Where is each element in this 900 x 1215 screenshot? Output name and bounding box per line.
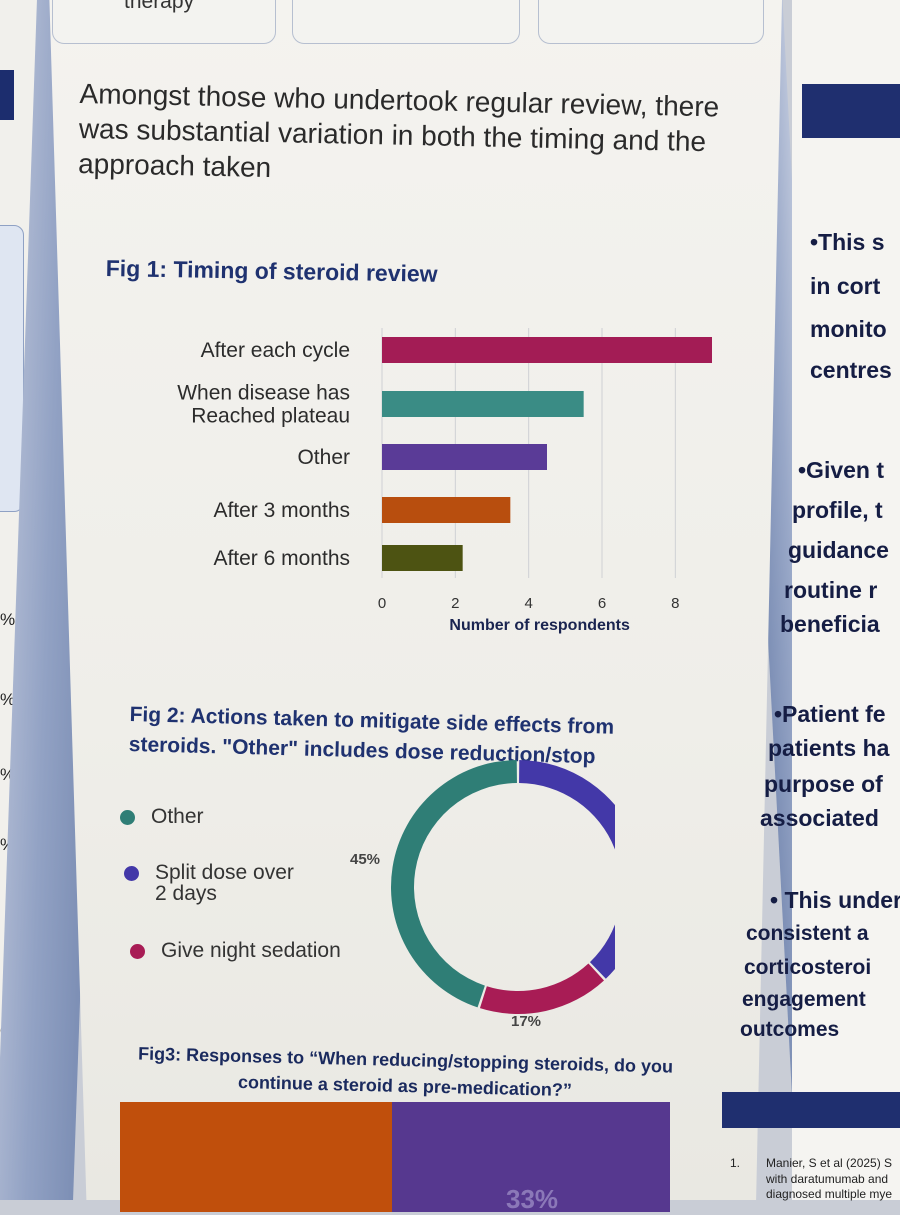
right-text-line: •Given t [798, 457, 885, 483]
fig1-tick-label: 4 [524, 595, 532, 612]
right-text-line: centres [810, 357, 892, 383]
right-text-line: monito [810, 316, 887, 342]
right-footer-band [722, 1092, 900, 1128]
fig1-tick-label: 0 [378, 595, 386, 612]
fig1-category-label: Other [297, 446, 350, 469]
right-text-line: beneficia [780, 611, 880, 637]
fig1-tick-label: 6 [598, 595, 606, 612]
fig1-bar [382, 545, 463, 571]
fig2-donut-slice [390, 760, 517, 1008]
fig2-legend-item: Split dose over 2 days [124, 862, 294, 904]
fig1-bar [382, 337, 712, 363]
right-text-line: • This under [770, 887, 900, 913]
fig1-tick-label: 2 [451, 595, 459, 612]
fig1-bar [382, 391, 584, 417]
fig2-legend-item: Other [120, 806, 204, 827]
fig2-legend-label: Split dose over 2 days [155, 861, 294, 905]
fig1-plot: 0 2 4 6 8 Number of respondents After each cyc… [177, 328, 712, 634]
top-box-3 [538, 0, 764, 44]
right-neighbour-poster: •This s in cort monito centres •Given t … [722, 0, 900, 1201]
fig2-donut-chart: 38%17%45% [350, 760, 615, 1030]
right-text-line: engagement [742, 988, 866, 1011]
right-text-line: profile, t [792, 497, 883, 523]
right-text-line: in cort [810, 273, 881, 299]
fig2-legend-label: Other [151, 805, 204, 828]
fig1-category-label: Reached plateau [191, 405, 350, 428]
left-fragment: % [0, 610, 16, 629]
fig1-x-axis-label: Number of respondents [449, 617, 630, 634]
fig2-value-label: 45% [350, 851, 380, 868]
reference-line: with daratumumab and [766, 1172, 889, 1186]
fig2-legend-dot [124, 866, 139, 881]
fig2-legend-dot [120, 810, 135, 825]
top-tab-label: therapy [124, 0, 195, 13]
right-text-line: patients ha [768, 735, 890, 761]
right-text-line: associated [760, 805, 879, 831]
fig2-donut-slice [479, 963, 605, 1014]
left-header-band [0, 70, 14, 120]
fig1-bar-chart: 0 2 4 6 8 Number of respondents After each cyc… [177, 328, 712, 634]
fig3-segment-purple: 33% [392, 1102, 670, 1214]
right-text-line: •Patient fe [774, 701, 886, 727]
right-text-line: purpose of [764, 771, 883, 797]
fig2-legend-label: Give night sedation [161, 939, 341, 962]
top-box-2 [292, 0, 520, 44]
right-text-line: outcomes [740, 1018, 840, 1041]
fig3-stacked-bar: 33% [120, 1102, 670, 1214]
right-text-line: consistent a [746, 922, 869, 945]
fig3-segment-orange [120, 1102, 392, 1212]
fig1-category-label: After 3 months [213, 499, 350, 522]
headline: Amongst those who undertook regular revi… [77, 77, 720, 184]
fig2-legend-dot [130, 944, 145, 959]
fig1-tick-label: 8 [671, 595, 679, 612]
reference-line: diagnosed multiple mye [766, 1187, 893, 1201]
fig1-title: Fig 1: Timing of steroid review [105, 255, 438, 287]
fig1-bar [382, 497, 511, 523]
right-text-line: routine r [784, 577, 878, 603]
reference-line: Manier, S et al (2025) S [766, 1156, 893, 1170]
reference-number: 1. [730, 1156, 741, 1170]
fig2-legend-item: Give night sedation [130, 940, 341, 961]
central-poster [49, 0, 782, 1200]
fig1-category-label: When disease has [177, 382, 350, 405]
fig1-category-label: After 6 months [213, 547, 350, 570]
fig1-category-label: After each cycle [201, 339, 350, 362]
fig2-value-label: 17% [511, 1013, 541, 1030]
right-header-band [802, 84, 900, 138]
right-text-line: corticosteroi [744, 956, 872, 979]
fig2-donut-slice [519, 760, 615, 979]
top-box-1 [52, 0, 276, 44]
right-text-line: •This s [810, 229, 885, 255]
right-text-line: guidance [788, 537, 889, 563]
fig1-bar [382, 444, 547, 470]
fig2-donut [390, 760, 615, 1014]
